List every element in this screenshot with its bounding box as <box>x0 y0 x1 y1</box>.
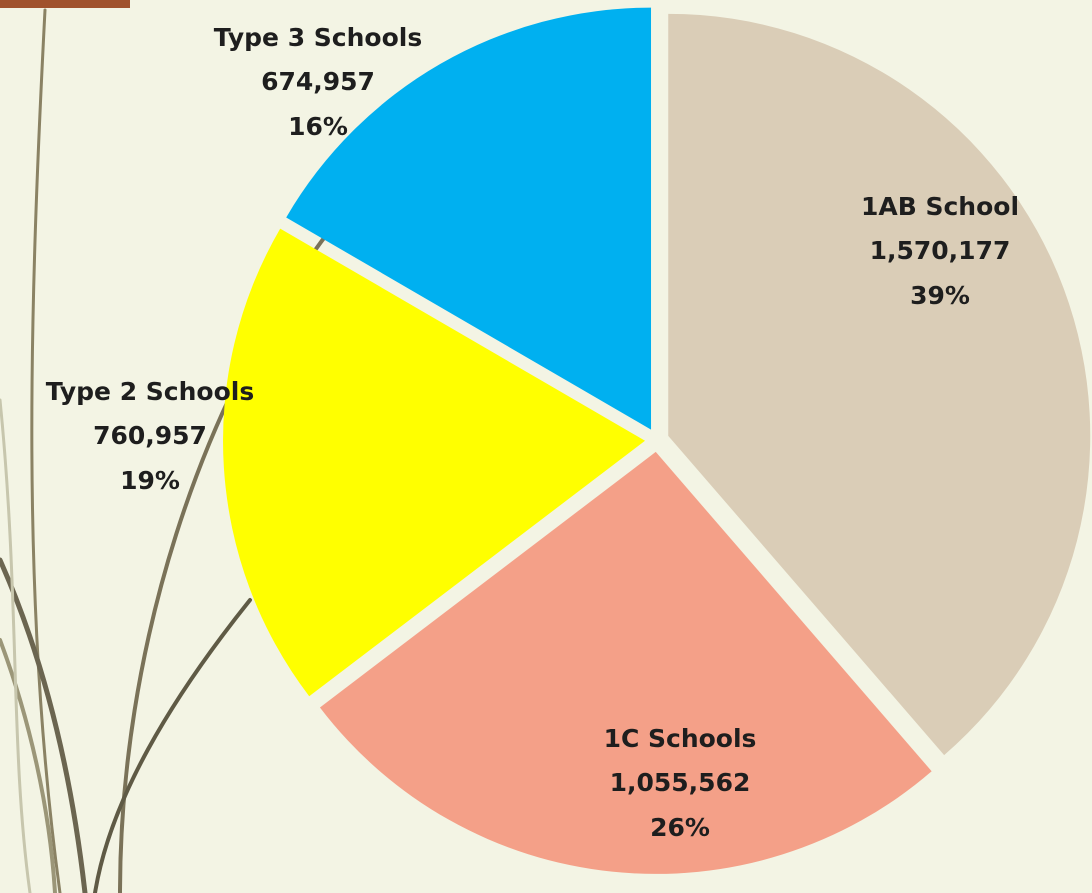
slice-category-label: 1C Schools <box>604 724 757 753</box>
pie-slice <box>319 451 932 874</box>
slice-percent-label: 16% <box>288 112 348 141</box>
slice-category-label: 1AB School <box>861 192 1019 221</box>
slice-category-label: Type 2 Schools <box>46 377 254 406</box>
pie-slice <box>286 7 652 430</box>
slice-percent-label: 19% <box>120 466 180 495</box>
slice-value-label: 1,055,562 <box>610 768 751 797</box>
pie <box>223 7 1091 874</box>
background-decoration <box>0 0 332 893</box>
pie-slice <box>668 13 1091 756</box>
slice-category-label: Type 3 Schools <box>214 23 422 52</box>
slice-value-label: 760,957 <box>93 421 207 450</box>
slice-value-label: 674,957 <box>261 67 375 96</box>
slice-percent-label: 26% <box>650 813 710 842</box>
slice-value-label: 1,570,177 <box>870 236 1011 265</box>
slice-percent-label: 39% <box>910 281 970 310</box>
pie-slice <box>223 228 646 697</box>
labels: 1AB School 1,570,177 39% 1C Schools 1,055,56… <box>46 23 1019 842</box>
